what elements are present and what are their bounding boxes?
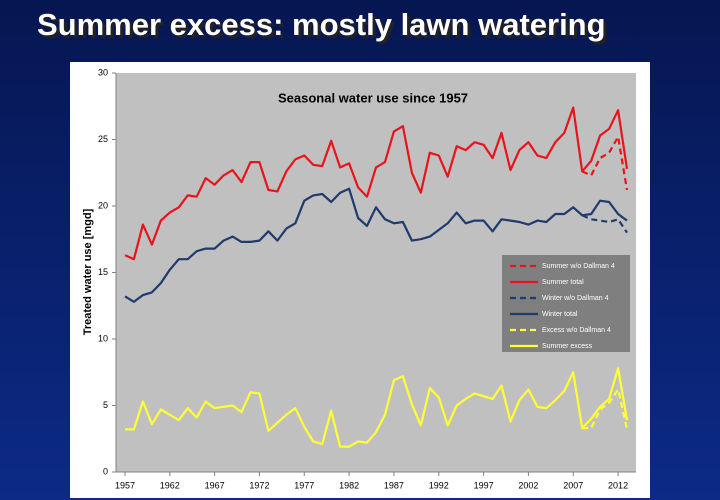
x-tick-label: 1977 xyxy=(294,480,314,490)
legend-label: Summer excess xyxy=(542,343,593,350)
chart-title: Seasonal water use since 1957 xyxy=(278,90,468,105)
legend xyxy=(502,255,630,352)
x-tick-label: 1987 xyxy=(384,480,404,490)
x-tick-label: 1967 xyxy=(205,480,225,490)
legend-label: Summer total xyxy=(542,279,584,286)
series-line xyxy=(582,388,629,430)
slide-title-shadow: Summer excess: mostly lawn watering xyxy=(40,10,609,45)
legend-label: Winter total xyxy=(542,311,578,318)
x-tick-label: 2012 xyxy=(608,480,628,490)
y-tick-label: 20 xyxy=(98,200,108,210)
series-line xyxy=(124,187,628,303)
legend-label: Winter w/o Dallman 4 xyxy=(542,295,609,302)
legend-label: Summer w/o Dallman 4 xyxy=(542,263,615,270)
x-tick-label: 2002 xyxy=(518,480,538,490)
series-line xyxy=(124,106,629,261)
y-tick-label: 30 xyxy=(98,67,108,77)
x-tick-label: 1997 xyxy=(474,480,494,490)
y-tick-label: 25 xyxy=(98,134,108,144)
y-tick-label: 10 xyxy=(98,333,108,343)
x-tick-label: 1962 xyxy=(160,480,180,490)
x-tick-label: 1957 xyxy=(115,480,135,490)
series-line xyxy=(581,214,628,234)
y-tick-label: 15 xyxy=(98,267,108,277)
legend-label: Excess w/o Dallman 4 xyxy=(542,327,611,334)
y-tick-label: 0 xyxy=(103,466,108,476)
x-tick-label: 1992 xyxy=(429,480,449,490)
y-axis-label: Treated water use [mgd] xyxy=(82,208,94,335)
series-line xyxy=(581,135,629,191)
x-tick-label: 1982 xyxy=(339,480,359,490)
plot xyxy=(124,106,629,448)
slide-title: Summer excess: mostly lawn watering xyxy=(37,7,606,42)
x-tick-label: 1972 xyxy=(249,480,269,490)
y-tick-label: 5 xyxy=(103,400,108,410)
series-line xyxy=(125,367,629,448)
x-tick-label: 2007 xyxy=(563,480,583,490)
